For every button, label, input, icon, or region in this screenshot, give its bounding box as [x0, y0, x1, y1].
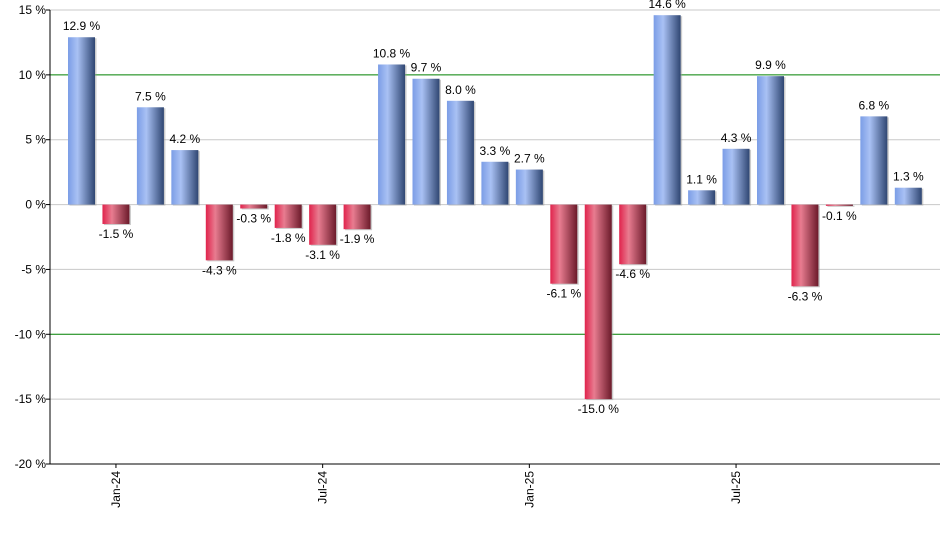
data-label: 2.7 % — [514, 152, 545, 166]
data-label: 9.7 % — [411, 61, 442, 75]
data-labels: 12.9 % -1.5 % 7.5 % 4.2 % -4.3 % -0.3 %-1.8 %… — [63, 0, 924, 416]
y-tick-label: -20 % — [15, 457, 47, 471]
y-tick-label: 15 % — [19, 3, 47, 17]
bar — [757, 76, 784, 205]
bar — [619, 204, 647, 265]
data-label: 9.9 % — [755, 58, 786, 72]
data-label: -15.0 % — [578, 402, 620, 416]
x-tick-label: Jan-25 — [522, 471, 536, 508]
y-tick-label: 0 % — [25, 198, 46, 212]
bar — [309, 204, 337, 245]
bar — [791, 204, 819, 287]
data-label: 12.9 % — [63, 19, 101, 33]
data-label: 4.3 % — [721, 131, 752, 145]
data-label: 7.5 % — [135, 89, 166, 103]
data-label: 4.2 % — [170, 132, 201, 146]
y-tick-label: -10 % — [15, 327, 47, 341]
bar — [584, 204, 612, 400]
y-tick-label: -5 % — [21, 262, 46, 276]
x-tick-label: Jul-24 — [316, 471, 330, 504]
bar — [343, 204, 371, 230]
data-label: 10.8 % — [373, 46, 411, 60]
data-label: 1.1 % — [686, 172, 717, 186]
bar — [550, 204, 578, 284]
x-tick-label: Jan-24 — [109, 471, 123, 508]
data-label: -6.1 % — [546, 287, 581, 301]
y-tick-label: 10 % — [19, 68, 47, 82]
bar — [515, 169, 543, 205]
data-label: 1.3 % — [893, 170, 924, 184]
bar — [894, 187, 922, 205]
data-label: -6.3 % — [788, 289, 823, 303]
bar — [205, 204, 233, 261]
data-label: -0.3 % — [236, 211, 271, 225]
y-tick-label: 5 % — [25, 133, 46, 147]
bar — [653, 15, 681, 205]
bar — [274, 204, 302, 228]
bar — [171, 150, 199, 205]
bar — [136, 107, 164, 205]
data-label: -4.6 % — [615, 267, 650, 281]
data-label: -3.1 % — [305, 248, 340, 262]
bar — [102, 204, 130, 225]
data-label: -1.9 % — [340, 232, 375, 246]
y-tick-label: -15 % — [15, 392, 47, 406]
bar — [378, 64, 406, 205]
x-tick-label: Jul-25 — [729, 471, 743, 504]
bar-shadow — [827, 205, 855, 207]
data-label: -1.5 % — [99, 227, 134, 241]
bar — [860, 116, 888, 205]
bar — [688, 190, 716, 205]
bar — [825, 204, 853, 206]
data-label: 3.3 % — [480, 144, 511, 158]
data-label: 6.8 % — [859, 98, 890, 112]
bar — [481, 161, 509, 205]
bar — [722, 148, 750, 205]
data-label: 14.6 % — [648, 0, 686, 11]
data-label: 8.0 % — [445, 83, 476, 97]
bar — [412, 78, 440, 205]
data-label: -1.8 % — [271, 231, 306, 245]
data-label: -4.3 % — [202, 263, 237, 277]
bar — [240, 204, 268, 209]
axes: 15 % 10 % 5 % 0 % -5 % -10 % -15 % -20 % Jan-24 J… — [15, 3, 940, 508]
bar — [446, 100, 474, 205]
bar — [68, 37, 95, 205]
bars — [68, 15, 924, 401]
data-label: -0.1 % — [822, 209, 857, 223]
